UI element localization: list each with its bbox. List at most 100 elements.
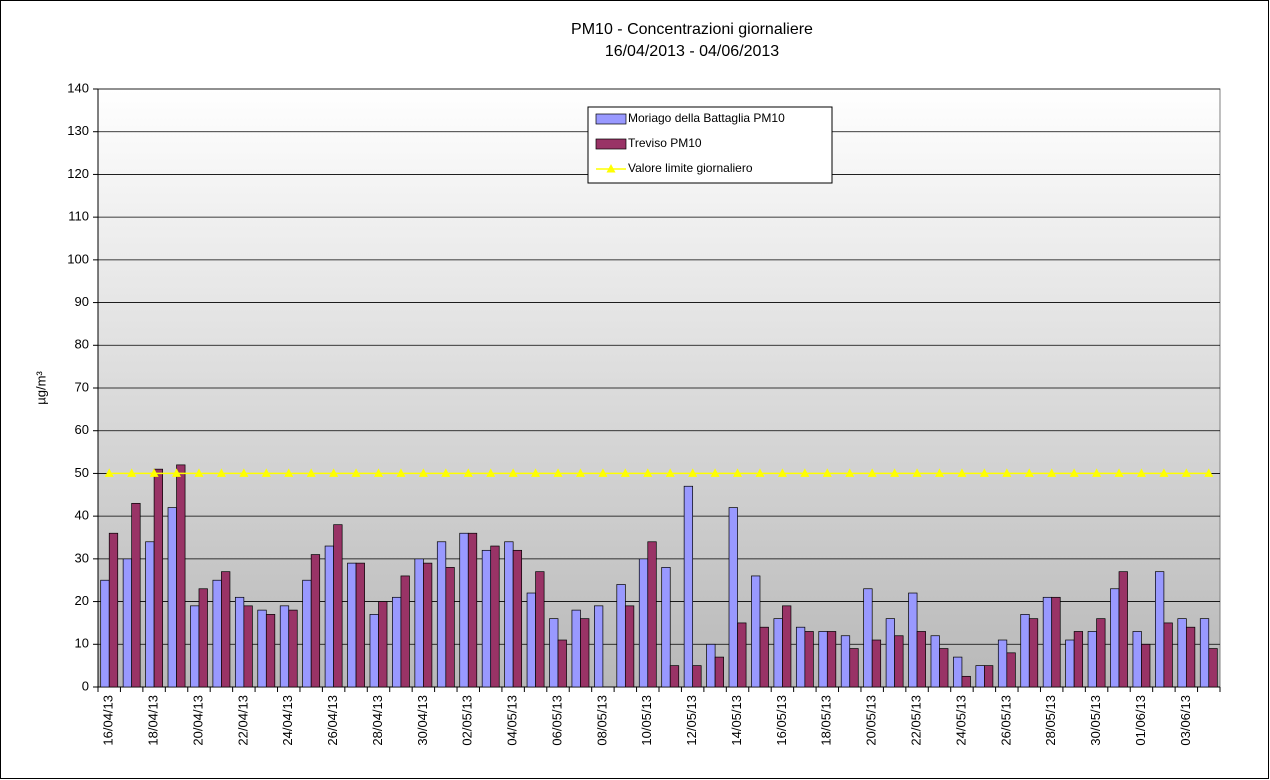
bar	[638, 558, 649, 688]
marker	[979, 468, 989, 477]
marker	[531, 468, 541, 477]
y-tick-label: 70	[75, 379, 89, 394]
bar	[378, 601, 388, 688]
bar	[692, 665, 702, 688]
bar	[953, 656, 963, 688]
bar	[459, 532, 469, 688]
bar	[549, 618, 559, 688]
marker	[620, 468, 630, 477]
x-tick-label: 01/06/13	[1133, 695, 1148, 746]
marker	[284, 468, 294, 477]
bar	[795, 626, 806, 688]
chart-title: PM10 - Concentrazioni giornaliere	[571, 21, 813, 38]
legend-swatch	[595, 138, 627, 150]
marker	[104, 468, 114, 477]
x-tick-label: 12/05/13	[684, 695, 699, 746]
bar	[863, 588, 873, 688]
marker	[957, 468, 967, 477]
bar	[392, 596, 402, 688]
bar	[212, 579, 222, 688]
bar	[265, 614, 276, 688]
bar	[1132, 631, 1142, 688]
bar	[908, 592, 918, 688]
legend-label: Valore limite giornaliero	[628, 161, 753, 175]
bar	[436, 541, 447, 688]
marker	[418, 468, 428, 477]
bar	[826, 631, 837, 688]
bar	[145, 541, 155, 688]
legend-swatch	[595, 113, 627, 125]
bar	[737, 622, 747, 688]
bar	[728, 507, 738, 688]
marker	[1114, 468, 1124, 477]
x-tick-label: 06/05/13	[549, 695, 564, 746]
bar	[512, 549, 523, 688]
bar	[661, 567, 671, 688]
bar	[1110, 588, 1120, 688]
bar	[221, 571, 231, 688]
y-tick-label: 10	[75, 636, 89, 651]
marker	[935, 468, 944, 477]
bar	[961, 675, 971, 688]
bar	[108, 532, 119, 688]
bar	[984, 665, 994, 688]
marker	[441, 468, 451, 477]
y-tick-label: 90	[75, 294, 89, 309]
bar	[647, 541, 657, 688]
y-tick-label: 40	[75, 508, 89, 523]
x-tick-label: 18/04/13	[146, 695, 161, 746]
marker	[1092, 468, 1102, 477]
bar	[669, 665, 680, 688]
x-tick-label: 16/05/13	[774, 695, 789, 746]
x-tick-label: 08/05/13	[594, 695, 609, 746]
marker	[261, 468, 271, 477]
y-tick-label: 110	[68, 209, 89, 224]
x-tick-label: 14/05/13	[729, 695, 744, 746]
marker	[351, 468, 361, 477]
marker	[1069, 468, 1079, 477]
bar	[997, 639, 1008, 688]
y-axis-label: µg/m³	[33, 371, 48, 405]
bar	[369, 614, 379, 688]
x-tick-label: 28/04/13	[370, 695, 385, 746]
bar	[333, 524, 343, 688]
x-tick-label: 22/05/13	[908, 695, 923, 746]
bar	[1208, 648, 1218, 688]
chart-subtitle: 16/04/2013 - 04/06/2013	[605, 43, 779, 60]
x-tick-label: 03/06/13	[1178, 695, 1193, 746]
bar	[481, 549, 492, 688]
marker	[1024, 468, 1034, 477]
y-tick-label: 30	[75, 550, 89, 565]
x-tick-label: 24/04/13	[280, 695, 295, 746]
marker	[127, 468, 137, 477]
bar	[571, 609, 581, 688]
bar	[1020, 614, 1030, 688]
marker	[1047, 468, 1057, 477]
bar	[782, 605, 792, 688]
bar	[153, 468, 163, 688]
y-tick-label: 0	[82, 678, 89, 693]
bar	[916, 631, 926, 688]
bar	[1073, 631, 1084, 688]
bar	[616, 584, 626, 688]
legend-label: Moriago della Battaglia PM10	[628, 111, 785, 125]
bar	[1042, 596, 1053, 688]
marker	[329, 468, 339, 477]
legend-marker	[606, 164, 616, 173]
marker	[710, 468, 720, 477]
bar	[818, 631, 828, 688]
marker	[733, 468, 743, 477]
bar	[1155, 571, 1165, 688]
x-tick-label: 30/05/13	[1088, 695, 1103, 746]
bar	[885, 618, 895, 688]
bar	[243, 605, 253, 688]
bar	[190, 605, 200, 688]
bar	[840, 635, 851, 688]
bar	[683, 485, 694, 688]
x-tick-label: 22/04/13	[235, 695, 250, 746]
marker	[486, 468, 496, 477]
x-tick-label: 20/05/13	[864, 695, 879, 746]
bar	[1185, 626, 1196, 688]
